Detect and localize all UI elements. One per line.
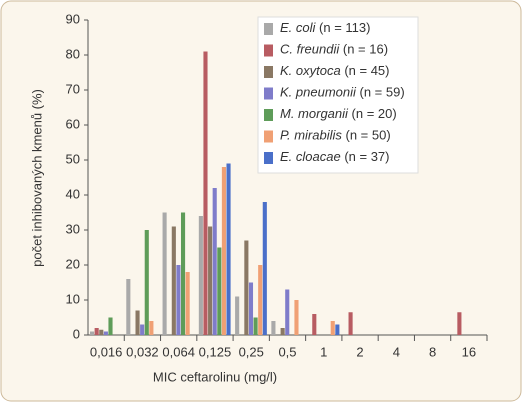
x-tick-label: 8 bbox=[429, 344, 436, 359]
bar bbox=[235, 296, 240, 335]
bar bbox=[244, 240, 249, 335]
bar bbox=[212, 188, 217, 335]
legend-label: C. freundii (n = 16) bbox=[280, 42, 388, 57]
bar bbox=[144, 230, 149, 335]
bar bbox=[171, 226, 176, 335]
bar bbox=[253, 317, 258, 335]
x-tick-label: 0,064 bbox=[162, 344, 195, 359]
bar bbox=[176, 265, 181, 335]
x-tick-label: 4 bbox=[393, 344, 400, 359]
legend-box bbox=[257, 16, 419, 174]
y-tick-label: 0 bbox=[73, 326, 80, 341]
y-tick-label: 90 bbox=[66, 11, 80, 26]
x-axis-label: MIC ceftarolinu (mg/l) bbox=[153, 369, 277, 384]
bar bbox=[185, 272, 190, 335]
x-tick-label: 0,25 bbox=[239, 344, 264, 359]
bar bbox=[226, 163, 231, 335]
y-tick-label: 50 bbox=[66, 151, 80, 166]
legend-swatch bbox=[264, 66, 273, 78]
legend-swatch bbox=[264, 130, 273, 143]
x-tick-label: 0,125 bbox=[199, 344, 232, 359]
bar bbox=[90, 331, 95, 335]
bar bbox=[126, 279, 131, 335]
y-tick-label: 30 bbox=[66, 221, 80, 236]
bar bbox=[258, 265, 263, 335]
x-tick-label: 0,032 bbox=[126, 344, 159, 359]
bar bbox=[271, 321, 276, 335]
legend-swatch bbox=[264, 87, 273, 100]
x-tick-label: 1 bbox=[320, 344, 327, 359]
bar bbox=[335, 324, 340, 335]
bar bbox=[135, 310, 140, 335]
y-tick-label: 60 bbox=[66, 116, 80, 131]
bar bbox=[162, 212, 167, 335]
bar bbox=[108, 317, 113, 335]
bar bbox=[208, 226, 213, 335]
bar bbox=[312, 314, 317, 335]
bar bbox=[280, 328, 285, 335]
legend-label: P. mirabilis (n = 50) bbox=[280, 128, 391, 143]
bar bbox=[99, 329, 104, 335]
x-tick-label: 0,016 bbox=[90, 344, 123, 359]
legend-swatch bbox=[264, 23, 273, 35]
legend-label: K. oxytoca (n = 45) bbox=[280, 63, 389, 78]
bar bbox=[457, 312, 462, 335]
y-tick-label: 40 bbox=[66, 186, 80, 201]
legend-swatch bbox=[264, 44, 273, 57]
bar bbox=[294, 300, 299, 335]
y-tick-label: 10 bbox=[66, 291, 80, 306]
y-tick-label: 20 bbox=[66, 256, 80, 271]
bar bbox=[103, 331, 108, 335]
bar bbox=[330, 321, 335, 335]
legend-label: K. pneumonii (n = 59) bbox=[280, 85, 405, 100]
legend-label: M. morganii (n = 20) bbox=[280, 106, 397, 121]
legend-label: E. coli (n = 113) bbox=[280, 20, 370, 35]
x-tick-label: 16 bbox=[462, 344, 476, 359]
bar bbox=[248, 282, 254, 335]
x-tick-label: 2 bbox=[356, 344, 363, 359]
legend-swatch bbox=[264, 152, 273, 164]
legend-swatch bbox=[264, 109, 273, 121]
y-tick-label: 80 bbox=[66, 46, 80, 61]
legend-label: E. cloacae (n = 37) bbox=[280, 149, 389, 164]
bar bbox=[203, 51, 208, 335]
bar bbox=[217, 247, 222, 335]
y-axis-label: počet inhibovaných kmenů (%) bbox=[29, 89, 44, 267]
x-tick-label: 0,5 bbox=[278, 344, 296, 359]
bar bbox=[285, 289, 290, 335]
bar bbox=[262, 202, 267, 335]
bar bbox=[198, 216, 203, 335]
bar bbox=[348, 312, 353, 335]
bar bbox=[221, 167, 226, 335]
y-tick-label: 70 bbox=[66, 81, 80, 96]
bar bbox=[140, 324, 145, 335]
bar bbox=[180, 212, 186, 335]
bar bbox=[94, 328, 99, 335]
bar bbox=[149, 321, 154, 335]
